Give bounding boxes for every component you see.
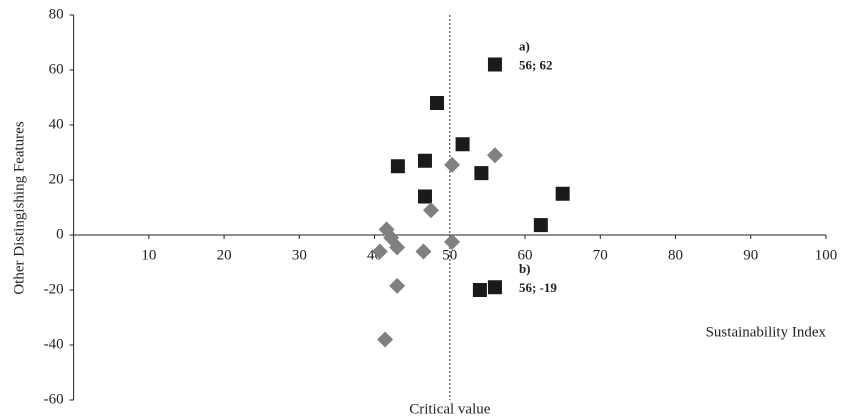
x-tick-label: 80 [668,247,683,263]
y-tick-label: 80 [49,6,64,22]
diamond-point [371,243,388,260]
square-point [487,280,502,295]
critical-label: Critical value [409,401,491,417]
y-tick-label: -40 [44,336,64,352]
diamond-point [444,233,461,250]
y-axis-label: Other Distingishing Features [11,121,27,294]
square-point [474,166,489,181]
annotation-text: 56; 62 [519,57,553,72]
y-tick-label: 40 [49,116,64,132]
diamond-point [422,202,439,219]
x-tick-label: 10 [141,247,156,263]
square-point [417,153,432,168]
square-point [390,159,405,174]
square-point [455,137,470,152]
diamond-point [486,147,503,164]
square-point [417,189,432,204]
square-point [555,186,570,201]
x-tick-label: 20 [217,247,232,263]
y-tick-label: -60 [44,391,64,407]
x-tick-label: 100 [815,247,838,263]
y-tick-label: -20 [44,281,64,297]
x-tick-label: 70 [593,247,608,263]
annotation-text: 56; -19 [519,280,557,295]
diamond-point [377,331,394,348]
x-tick-label: 90 [743,247,758,263]
square-point [487,57,502,72]
y-tick-label: 0 [56,226,64,242]
y-tick-label: 20 [49,171,64,187]
square-point [472,283,487,297]
x-tick-label: 60 [518,247,533,263]
annotation-label: a) [519,38,530,53]
x-axis-label: Sustainability Index [706,324,827,340]
diamond-point [383,229,400,246]
y-tick-label: 60 [49,61,64,77]
diamond-point [415,243,432,260]
square-point [533,218,548,233]
diamond-point [444,156,461,173]
annotation-label: b) [519,261,531,276]
x-tick-label: 30 [292,247,307,263]
diamond-point [389,277,406,294]
square-point [430,96,445,110]
